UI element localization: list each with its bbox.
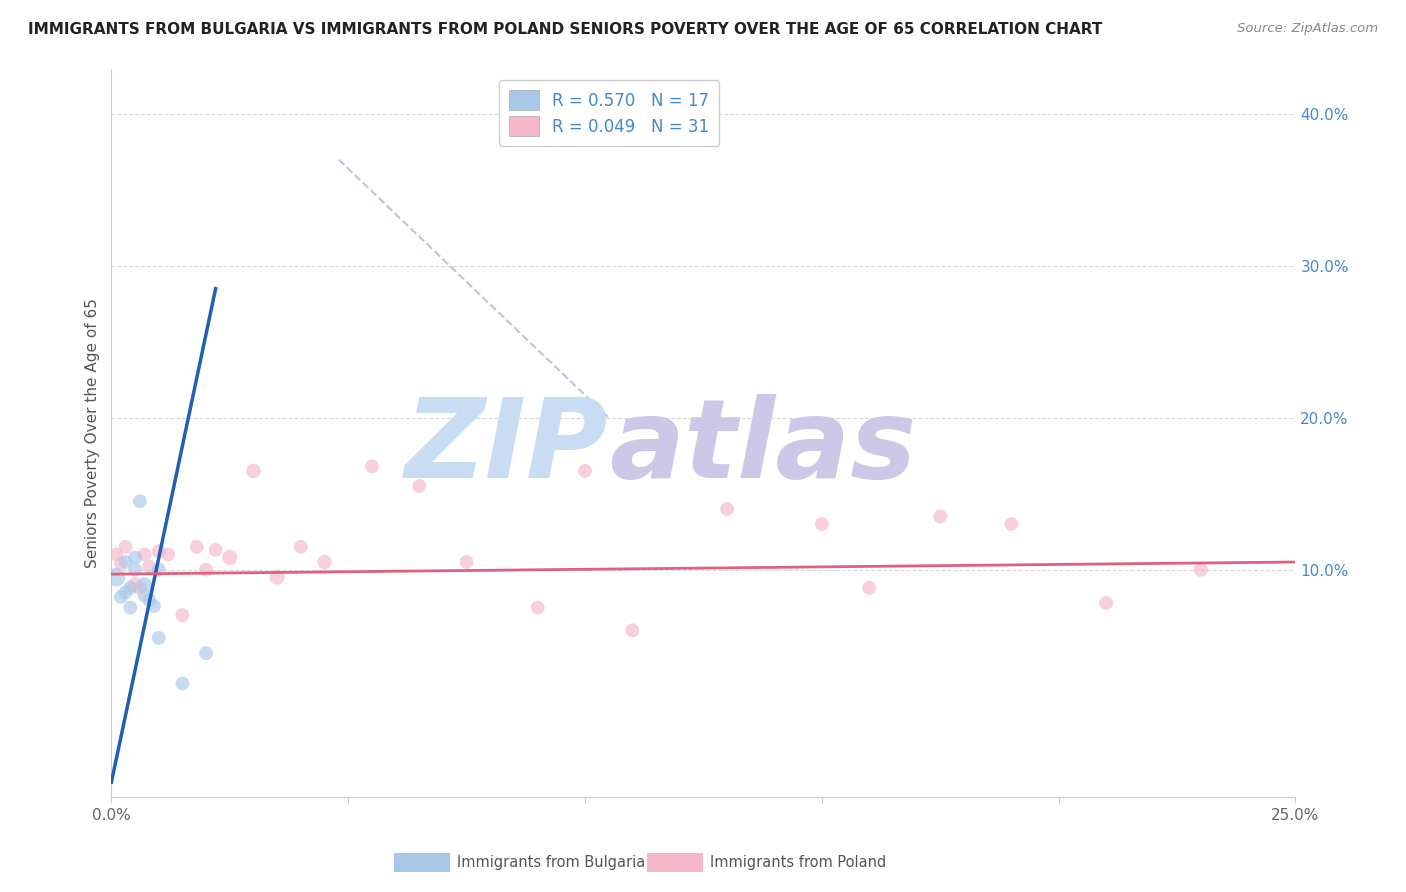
Point bbox=[143, 599, 166, 613]
Point bbox=[361, 459, 384, 474]
Point bbox=[811, 517, 834, 532]
Point bbox=[218, 550, 240, 565]
Point bbox=[138, 559, 160, 574]
Point bbox=[290, 540, 312, 554]
Point bbox=[195, 646, 218, 660]
Point bbox=[120, 581, 142, 595]
Point bbox=[124, 578, 146, 592]
Text: Source: ZipAtlas.com: Source: ZipAtlas.com bbox=[1237, 22, 1378, 36]
Text: IMMIGRANTS FROM BULGARIA VS IMMIGRANTS FROM POLAND SENIORS POVERTY OVER THE AGE : IMMIGRANTS FROM BULGARIA VS IMMIGRANTS F… bbox=[28, 22, 1102, 37]
Point bbox=[621, 624, 644, 638]
Text: Immigrants from Poland: Immigrants from Poland bbox=[710, 855, 886, 870]
Point bbox=[148, 631, 170, 645]
Point bbox=[1095, 596, 1118, 610]
Point bbox=[574, 464, 596, 478]
Point bbox=[114, 555, 136, 569]
Point bbox=[110, 590, 132, 604]
Point bbox=[195, 563, 218, 577]
Point bbox=[105, 548, 128, 562]
Point bbox=[456, 555, 478, 569]
Point bbox=[134, 578, 156, 592]
Text: atlas: atlas bbox=[609, 394, 917, 501]
Point bbox=[526, 600, 548, 615]
Point bbox=[138, 593, 160, 607]
Point bbox=[408, 479, 430, 493]
Text: ZIP: ZIP bbox=[405, 394, 609, 501]
Point bbox=[148, 544, 170, 558]
Point bbox=[172, 608, 194, 623]
Point bbox=[242, 464, 264, 478]
Point bbox=[134, 589, 156, 603]
Point bbox=[114, 585, 136, 599]
Legend: R = 0.570   N = 17, R = 0.049   N = 31: R = 0.570 N = 17, R = 0.049 N = 31 bbox=[499, 80, 718, 145]
Point bbox=[1189, 563, 1212, 577]
Point bbox=[1000, 517, 1022, 532]
Point bbox=[172, 676, 194, 690]
Point bbox=[105, 570, 128, 584]
Point bbox=[204, 542, 226, 557]
Point bbox=[858, 581, 880, 595]
Point bbox=[114, 540, 136, 554]
Point bbox=[314, 555, 336, 569]
Point bbox=[128, 494, 150, 508]
Y-axis label: Seniors Poverty Over the Age of 65: Seniors Poverty Over the Age of 65 bbox=[86, 298, 100, 568]
Point bbox=[124, 563, 146, 577]
Point bbox=[929, 509, 952, 524]
Point bbox=[157, 548, 180, 562]
Point bbox=[716, 501, 738, 516]
Point bbox=[186, 540, 208, 554]
Point bbox=[266, 570, 288, 584]
Point bbox=[124, 550, 146, 565]
Point bbox=[120, 600, 142, 615]
Point bbox=[110, 557, 132, 571]
Point bbox=[128, 581, 150, 595]
Text: Immigrants from Bulgaria: Immigrants from Bulgaria bbox=[457, 855, 645, 870]
Point bbox=[148, 563, 170, 577]
Point bbox=[134, 548, 156, 562]
